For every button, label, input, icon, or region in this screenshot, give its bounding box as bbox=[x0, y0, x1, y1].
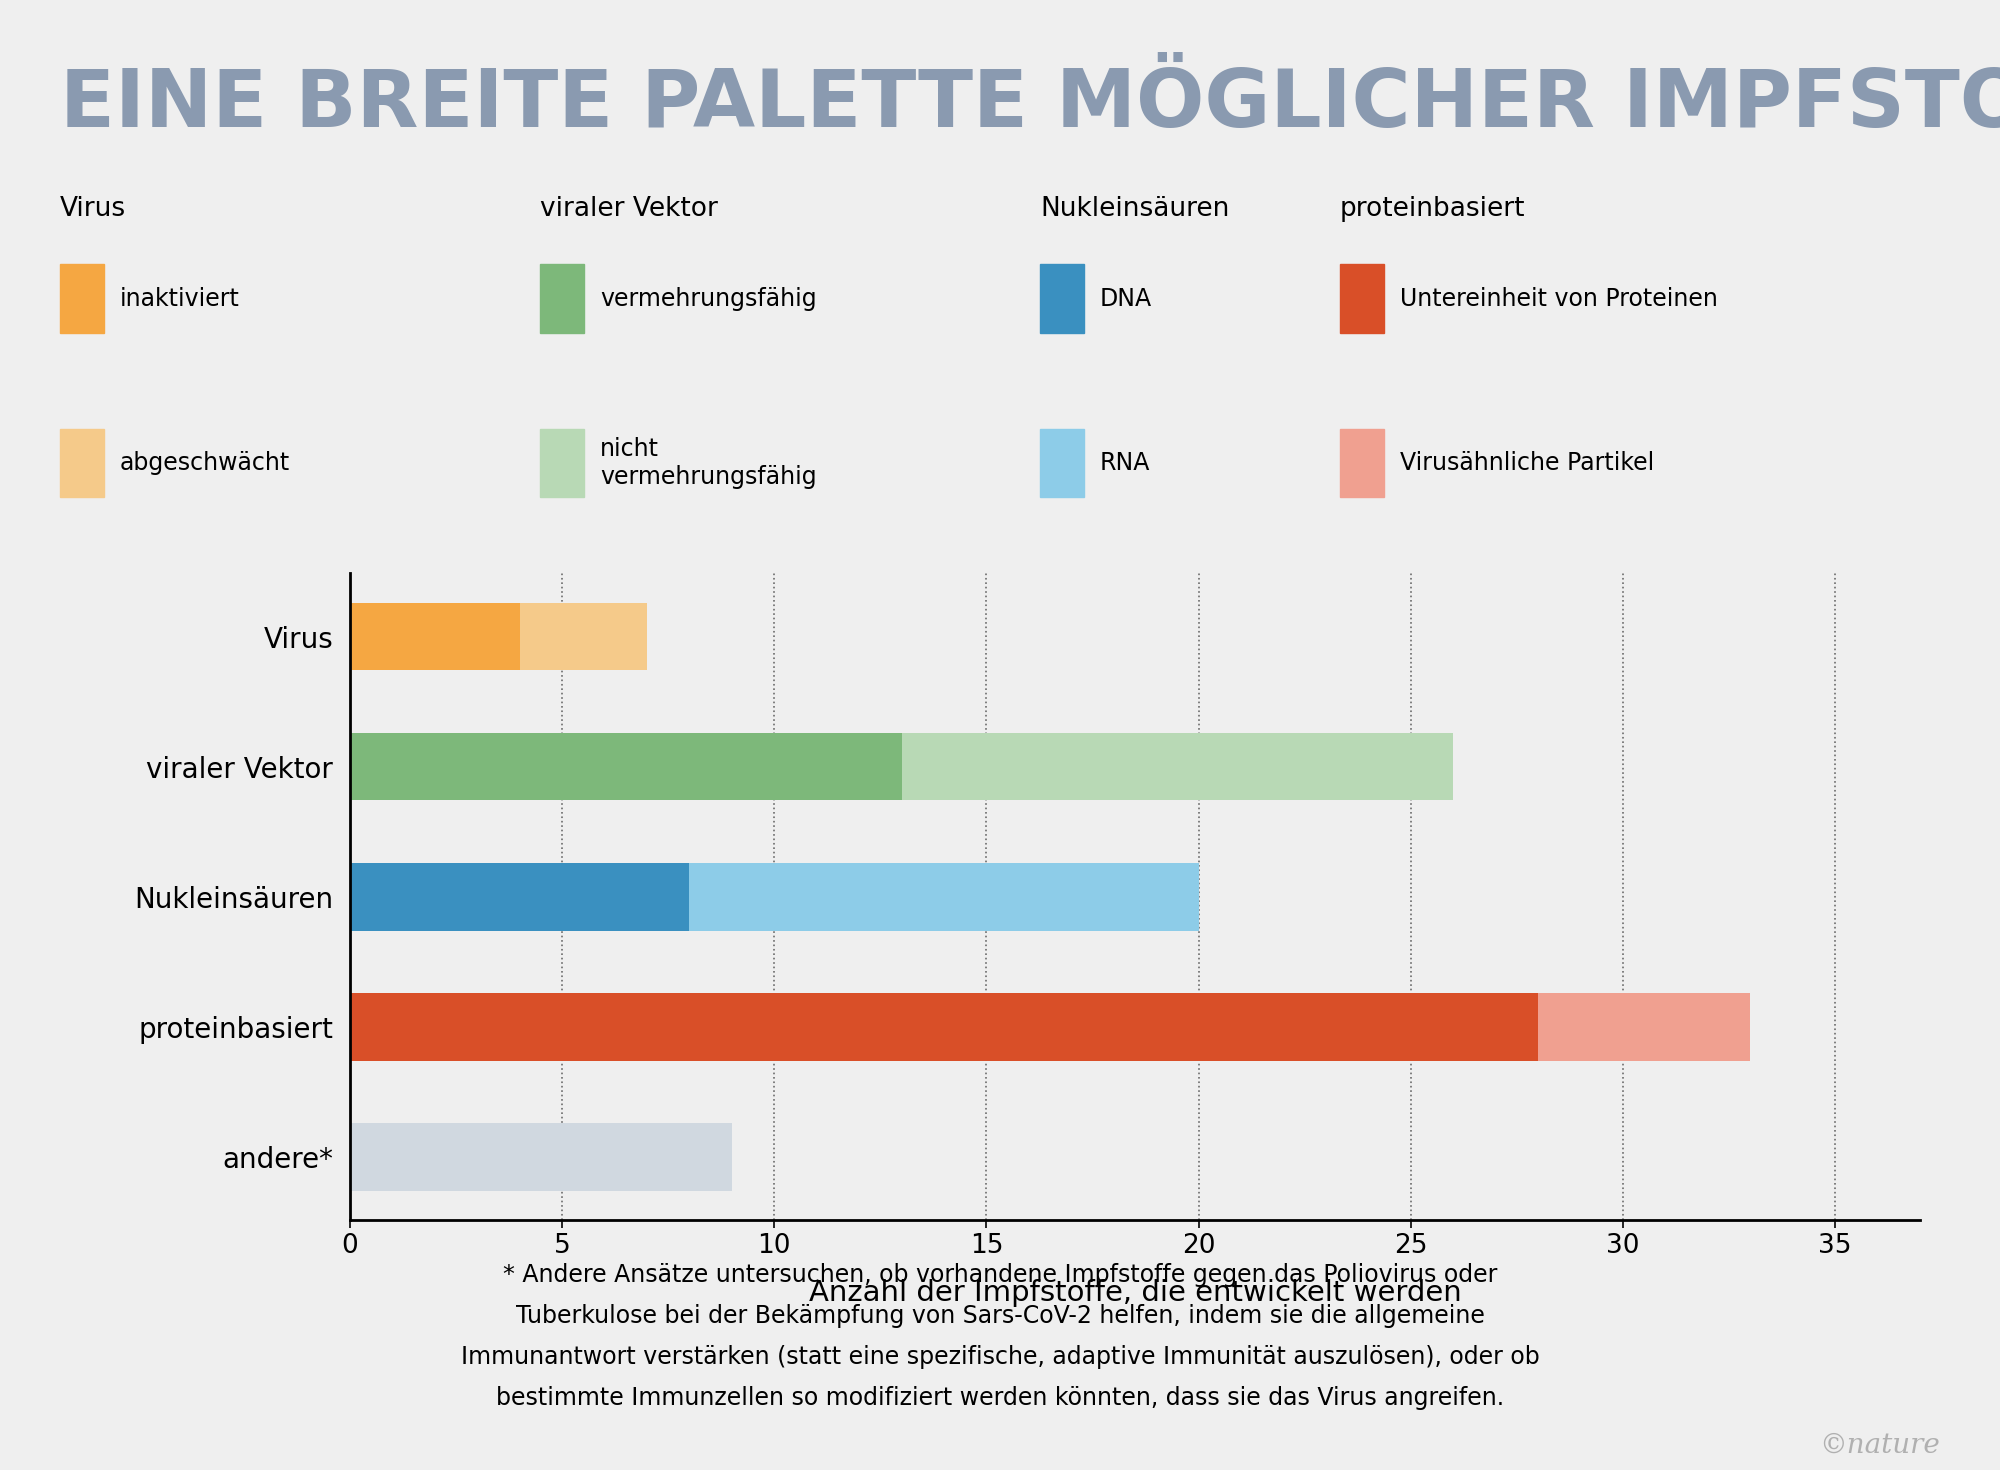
Text: viraler Vektor: viraler Vektor bbox=[540, 196, 718, 222]
Bar bbox=[1538, 992, 1750, 1061]
Bar bbox=[540, 265, 584, 334]
Text: proteinbasiert: proteinbasiert bbox=[1340, 196, 1526, 222]
Bar bbox=[350, 603, 520, 670]
Text: Virus: Virus bbox=[60, 196, 126, 222]
Text: abgeschwächt: abgeschwächt bbox=[120, 451, 290, 475]
Text: RNA: RNA bbox=[1100, 451, 1150, 475]
X-axis label: Anzahl der Impfstoffe, die entwickelt werden: Anzahl der Impfstoffe, die entwickelt we… bbox=[808, 1279, 1462, 1307]
Bar bbox=[1040, 265, 1084, 334]
Text: Virusähnliche Partikel: Virusähnliche Partikel bbox=[1400, 451, 1654, 475]
Bar bbox=[60, 265, 104, 334]
Text: * Andere Ansätze untersuchen, ob vorhandene Impfstoffe gegen das Poliovirus oder: * Andere Ansätze untersuchen, ob vorhand… bbox=[460, 1263, 1540, 1410]
Text: inaktiviert: inaktiviert bbox=[120, 287, 240, 310]
Bar bbox=[1040, 429, 1084, 497]
Bar bbox=[520, 603, 648, 670]
Text: vermehrungsfähig: vermehrungsfähig bbox=[600, 287, 816, 310]
Bar bbox=[350, 732, 902, 801]
Bar bbox=[902, 732, 1454, 801]
Text: nicht
vermehrungsfähig: nicht vermehrungsfähig bbox=[600, 437, 816, 490]
Bar bbox=[1340, 429, 1384, 497]
Bar bbox=[60, 429, 104, 497]
Bar bbox=[1340, 265, 1384, 334]
Bar bbox=[690, 863, 1198, 931]
Bar bbox=[350, 992, 1538, 1061]
Text: Nukleinsäuren: Nukleinsäuren bbox=[1040, 196, 1230, 222]
Text: ©nature: ©nature bbox=[1820, 1432, 1940, 1458]
Bar bbox=[350, 1123, 732, 1191]
Text: DNA: DNA bbox=[1100, 287, 1152, 310]
Bar bbox=[350, 863, 690, 931]
Bar bbox=[540, 429, 584, 497]
Text: EINE BREITE PALETTE MÖGLICHER IMPFSTOFFE: EINE BREITE PALETTE MÖGLICHER IMPFSTOFFE bbox=[60, 66, 2000, 144]
Text: Untereinheit von Proteinen: Untereinheit von Proteinen bbox=[1400, 287, 1718, 310]
